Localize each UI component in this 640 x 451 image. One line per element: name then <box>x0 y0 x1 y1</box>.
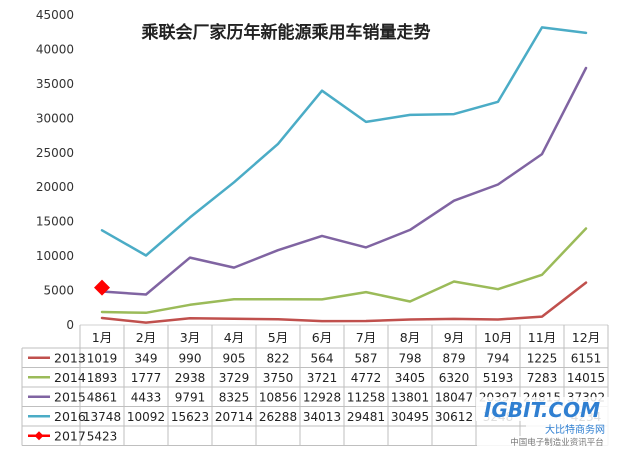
y-tick-label: 25000 <box>36 146 74 160</box>
x-tick-label: 2月 <box>136 330 156 345</box>
data-label: 349 <box>135 351 158 365</box>
plot-lines <box>94 26 588 324</box>
data-label: 879 <box>443 351 466 365</box>
data-label: 10092 <box>127 410 165 424</box>
data-label: 10856 <box>259 390 297 404</box>
data-label: 822 <box>267 351 290 365</box>
data-label: 905 <box>223 351 246 365</box>
legend-label: 2014 <box>54 370 86 385</box>
data-label: 18047 <box>435 390 473 404</box>
x-tick-label: 11月 <box>528 330 556 345</box>
y-tick-label: 0 <box>66 318 74 332</box>
data-label: 6320 <box>439 371 470 385</box>
data-label: 5423 <box>87 429 118 443</box>
data-label: 30495 <box>391 410 429 424</box>
data-label: 8325 <box>219 390 250 404</box>
y-tick-label: 35000 <box>36 77 74 91</box>
series-point-2017 <box>94 279 110 296</box>
y-tick-label: 45000 <box>36 8 74 22</box>
y-tick-label: 40000 <box>36 42 74 56</box>
data-label: 587 <box>355 351 378 365</box>
series-line-2013 <box>100 281 588 324</box>
data-label: 990 <box>179 351 202 365</box>
data-label: 3729 <box>219 371 250 385</box>
watermark-footer: 中国电子制造业资讯平台 <box>510 437 604 447</box>
y-tick-label: 30000 <box>36 111 74 125</box>
data-label: 1225 <box>527 351 558 365</box>
data-label: 4772 <box>351 371 382 385</box>
data-label: 7283 <box>527 371 558 385</box>
x-tick-label: 5月 <box>268 330 288 345</box>
data-label: 1893 <box>87 371 118 385</box>
data-label: 13801 <box>391 390 429 404</box>
data-label: 15623 <box>171 410 209 424</box>
series-line-2016 <box>100 26 588 257</box>
x-tick-label: 7月 <box>356 330 376 345</box>
y-axis: 0 5000 10000 15000 20000 25000 30000 35000 40000… <box>36 8 74 332</box>
watermark-sub: 大比特商务网 <box>545 423 605 436</box>
chart-title: 乘联会厂家历年新能源乘用车销量走势 <box>141 22 431 43</box>
data-label: 3405 <box>395 371 426 385</box>
legend-label: 2017 <box>54 428 86 443</box>
x-tick-label: 1月 <box>92 330 112 345</box>
data-label: 4433 <box>131 390 162 404</box>
x-tick-label: 3月 <box>180 330 200 345</box>
x-tick-label: 12月 <box>572 330 600 345</box>
data-label: 14015 <box>567 371 605 385</box>
y-tick-label: 15000 <box>36 215 74 229</box>
data-label: 29481 <box>347 410 385 424</box>
data-label: 3750 <box>263 371 294 385</box>
data-label: 564 <box>311 351 334 365</box>
data-table: 1月 2月 3月 4月 5月 6月 7月 8月 9月 10月 11月 12月 2013 1019 349 99… <box>21 324 609 446</box>
data-label: 6151 <box>571 351 602 365</box>
watermark-logo: IGBIT.COM 大比特商务网 中国电子制造业资讯平台 <box>476 397 638 448</box>
series-line-2014 <box>100 227 588 315</box>
data-label: 9791 <box>175 390 206 404</box>
data-label: 5193 <box>483 371 514 385</box>
x-tick-label: 8月 <box>400 330 420 345</box>
y-tick-label: 10000 <box>36 249 74 263</box>
data-label: 1019 <box>87 351 118 365</box>
data-label: 3721 <box>307 371 338 385</box>
data-label: 26288 <box>259 410 297 424</box>
watermark-logo-text: IGBIT.COM <box>484 398 600 422</box>
data-label: 13748 <box>83 410 121 424</box>
x-tick-label: 6月 <box>312 330 332 345</box>
data-label: 1777 <box>131 371 162 385</box>
data-label: 11258 <box>347 390 385 404</box>
x-tick-label: 9月 <box>444 330 464 345</box>
data-label: 2938 <box>175 371 206 385</box>
legend-label: 2013 <box>54 350 86 365</box>
data-label: 12928 <box>303 390 341 404</box>
x-tick-label: 4月 <box>224 330 244 345</box>
y-tick-label: 5000 <box>43 284 74 298</box>
data-label: 4861 <box>87 390 118 404</box>
y-tick-label: 20000 <box>36 180 74 194</box>
data-label: 798 <box>399 351 422 365</box>
legend-marker-2017 <box>34 431 44 441</box>
x-tick-label: 10月 <box>484 330 512 345</box>
data-label: 34013 <box>303 410 341 424</box>
data-label: 794 <box>487 351 510 365</box>
legend-label: 2016 <box>54 409 86 424</box>
data-label: 30612 <box>435 410 473 424</box>
data-label: 20714 <box>215 410 253 424</box>
series-line-2015 <box>100 66 588 296</box>
legend-label: 2015 <box>54 389 86 404</box>
